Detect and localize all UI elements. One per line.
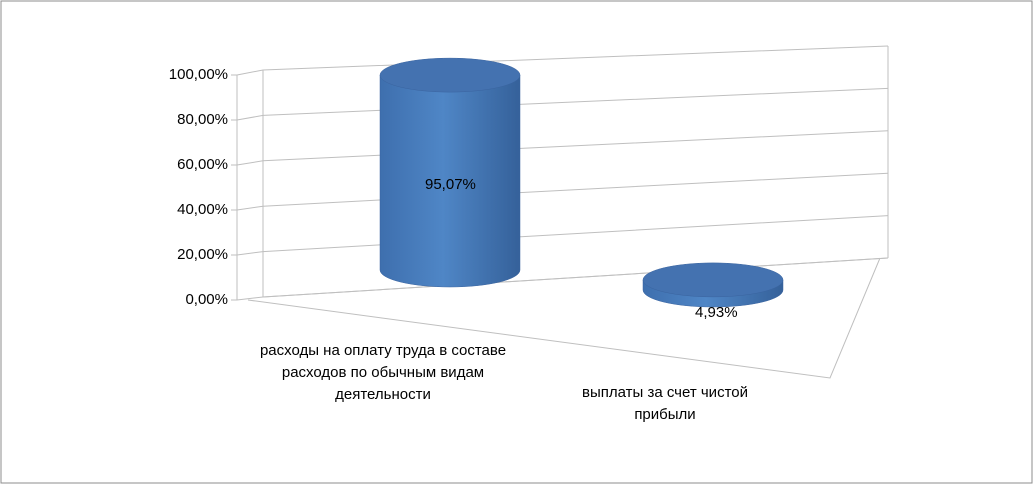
y-tick-label: 20,00% xyxy=(177,246,228,263)
grid-line xyxy=(236,130,889,166)
bar xyxy=(379,74,521,288)
data-label: 4,93% xyxy=(695,304,738,321)
y-tick-label: 60,00% xyxy=(177,156,228,173)
grid-line xyxy=(236,215,889,256)
x-tick-label: выплаты за счет чистой прибыли xyxy=(582,384,748,423)
grid-line xyxy=(236,257,889,301)
y-tick-label: 80,00% xyxy=(177,111,228,128)
y-tick-label: 40,00% xyxy=(177,201,228,218)
data-label: 95,07% xyxy=(425,176,476,193)
bar-top xyxy=(379,57,521,93)
floor-edge xyxy=(247,257,881,379)
y-tick-label: 100,00% xyxy=(169,66,228,83)
grid-line xyxy=(236,45,889,76)
bar-top xyxy=(642,262,784,298)
grid-line xyxy=(236,87,889,121)
x-tick-label: расходы на оплату труда в составе расход… xyxy=(259,342,507,403)
y-tick-label: 0,00% xyxy=(185,291,228,308)
grid-line xyxy=(236,172,889,211)
